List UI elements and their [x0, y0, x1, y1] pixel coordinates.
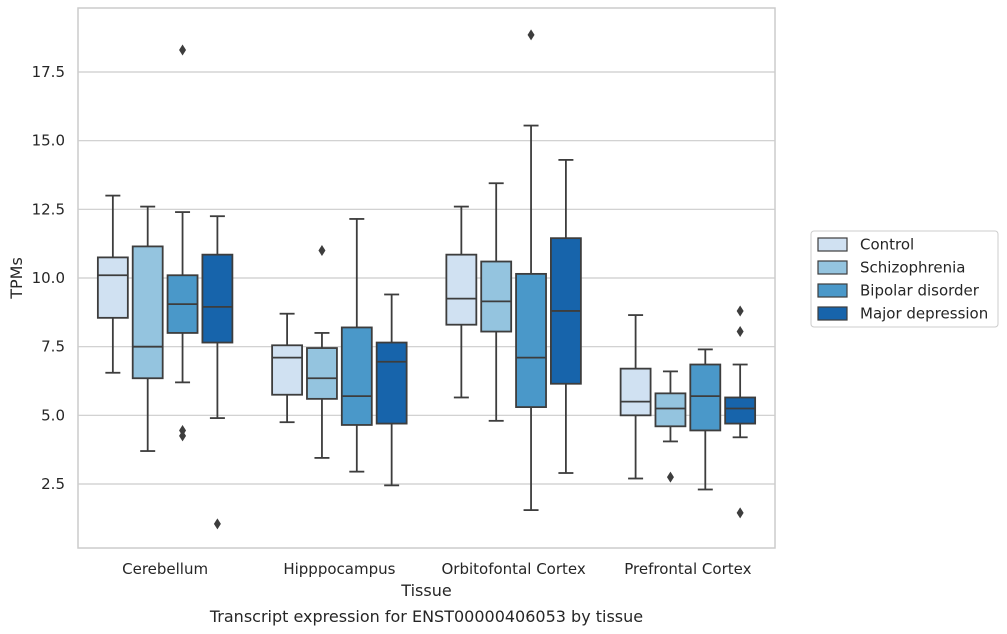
- box-body: [445, 253, 478, 326]
- box-2-2: [515, 29, 547, 511]
- outlier-point: [736, 305, 744, 317]
- legend-swatch: [817, 237, 848, 252]
- legend: Control Schizophrenia Bipolar disorder Majo…: [810, 230, 999, 328]
- y-tick-label: 15.0: [32, 132, 65, 150]
- y-axis-title: TPMs: [7, 257, 26, 300]
- box-body: [619, 367, 652, 417]
- outlier-point: [179, 44, 187, 56]
- legend-label: Bipolar disorder: [860, 282, 980, 300]
- legend-label: Control: [860, 236, 914, 254]
- box-0-0: [96, 194, 129, 374]
- box-body: [340, 326, 373, 426]
- box-3-2: [689, 348, 722, 491]
- box-body: [724, 396, 757, 425]
- y-tick-labels: 2.5 5.0 7.5 10.0 12.5 15.0 17.5: [32, 63, 65, 493]
- outlier-point: [736, 507, 744, 519]
- outlier-point: [179, 430, 187, 442]
- outlier-point: [318, 245, 326, 257]
- box-body: [201, 253, 234, 344]
- box-body: [131, 245, 164, 380]
- box-body: [689, 363, 722, 432]
- legend-label: Schizophrenia: [860, 259, 965, 277]
- box-body: [375, 341, 408, 425]
- box-body: [480, 260, 513, 333]
- box-1-0: [271, 312, 303, 424]
- legend-swatch: [817, 260, 848, 275]
- legend-frame: [810, 230, 999, 328]
- y-tick-label: 2.5: [41, 475, 65, 493]
- outlier-point: [666, 471, 674, 483]
- box-3-1: [654, 370, 687, 483]
- legend-swatch: [817, 306, 848, 321]
- box-2-1: [480, 182, 513, 422]
- y-tick-label: 5.0: [41, 406, 65, 424]
- box-2-3: [550, 158, 582, 474]
- legend-label: Major depression: [860, 305, 988, 323]
- y-tick-label: 7.5: [41, 338, 65, 356]
- y-tick-label: 12.5: [32, 200, 65, 218]
- box-body: [271, 344, 303, 396]
- x-tick-label: Cerebellum: [122, 560, 208, 578]
- box-1-1: [306, 245, 338, 459]
- x-tick-label: Hipppocampus: [283, 560, 395, 578]
- x-axis-title: Tissue: [400, 581, 451, 600]
- box-groups: [96, 29, 757, 530]
- box-0-3: [201, 215, 234, 530]
- box-1-2: [340, 218, 373, 473]
- x-tick-label: Prefrontal Cortex: [624, 560, 751, 578]
- outlier-point: [736, 326, 744, 338]
- outlier-point: [213, 518, 221, 530]
- x-tick-label: Orbitofontal Cortex: [442, 560, 586, 578]
- box-0-2: [166, 44, 199, 442]
- box-1-3: [375, 293, 408, 487]
- box-0-1: [131, 205, 164, 452]
- box-body: [96, 256, 129, 319]
- outlier-point: [527, 29, 535, 41]
- y-tick-label: 10.0: [32, 269, 65, 287]
- y-tick-label: 17.5: [32, 63, 65, 81]
- box-body: [654, 392, 687, 428]
- box-body: [306, 347, 338, 400]
- figure-caption: Transcript expression for ENST0000040605…: [209, 607, 643, 626]
- legend-swatch: [817, 283, 848, 298]
- plot-frame: [77, 7, 776, 549]
- box-body: [515, 272, 547, 408]
- x-tick-labels: Cerebellum Hipppocampus Orbitofontal Corte…: [122, 560, 751, 578]
- box-3-3: [724, 305, 757, 519]
- box-3-0: [619, 314, 652, 480]
- box-2-0: [445, 205, 478, 399]
